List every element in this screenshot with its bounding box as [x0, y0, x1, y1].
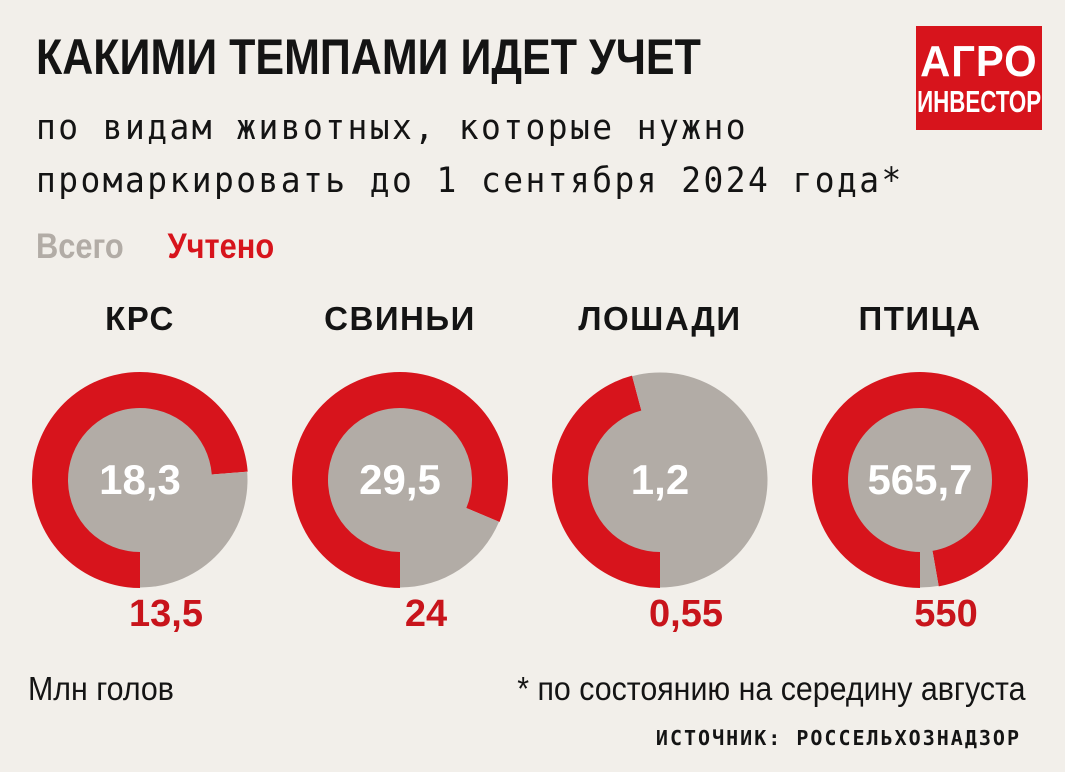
counted-ring-sector — [811, 372, 1028, 588]
counted-ring-sector — [552, 375, 660, 588]
total-value-label: 29,5 — [359, 456, 441, 503]
counted-value-label: 13,5 — [129, 593, 203, 635]
unit-label: Млн голов — [28, 670, 174, 707]
counted-ring-sector — [31, 372, 248, 588]
category-label: СВИНЬИ — [324, 300, 476, 337]
counted-ring-sector — [291, 372, 508, 588]
uncounted-sector — [632, 372, 768, 588]
legend-counted: Учтено — [167, 227, 275, 266]
category-label: КРС — [105, 300, 175, 337]
counted-value-label: 24 — [405, 593, 447, 635]
uncounted-sector — [140, 471, 248, 588]
footnote: * по состоянию на середину августа — [516, 670, 1025, 707]
source-label: ИСТОЧНИК: РОССЕЛЬХОЗНАДЗОР — [655, 726, 1021, 750]
counted-value-label: 0,55 — [649, 593, 723, 635]
total-value-label: 18,3 — [99, 456, 181, 503]
uncounted-sector — [920, 480, 939, 588]
category-label: ЛОШАДИ — [578, 300, 741, 337]
agroinvestor-logo: АГРО ИНВЕСТОР — [916, 26, 1042, 130]
legend: Всего Учтено — [36, 227, 274, 267]
total-value-label: 1,2 — [631, 456, 689, 503]
logo-line-2: ИНВЕСТОР — [916, 83, 1042, 119]
uncounted-sector — [400, 480, 500, 588]
chart-title: КАКИМИ ТЕМПАМИ ИДЕТ УЧЕТ — [36, 29, 701, 85]
counted-value-label: 550 — [914, 593, 977, 635]
logo-line-1: АГРО — [920, 36, 1038, 86]
category-label: ПТИЦА — [858, 300, 981, 337]
chart-subtitle: по видам животных, которые нужно промарк… — [36, 108, 904, 201]
legend-total: Всего — [36, 227, 124, 266]
total-value-label: 565,7 — [867, 456, 972, 503]
